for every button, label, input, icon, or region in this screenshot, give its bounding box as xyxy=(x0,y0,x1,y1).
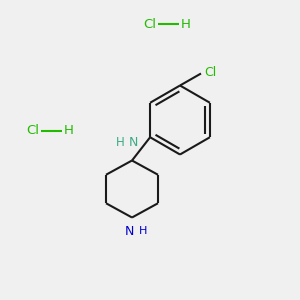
Text: Cl: Cl xyxy=(204,65,216,79)
Text: H: H xyxy=(64,124,74,137)
Text: N: N xyxy=(124,225,134,238)
Text: H: H xyxy=(181,17,191,31)
Text: H: H xyxy=(139,226,147,236)
Text: H: H xyxy=(116,136,124,149)
Text: Cl: Cl xyxy=(143,17,156,31)
Text: N: N xyxy=(129,136,138,149)
Text: Cl: Cl xyxy=(26,124,39,137)
